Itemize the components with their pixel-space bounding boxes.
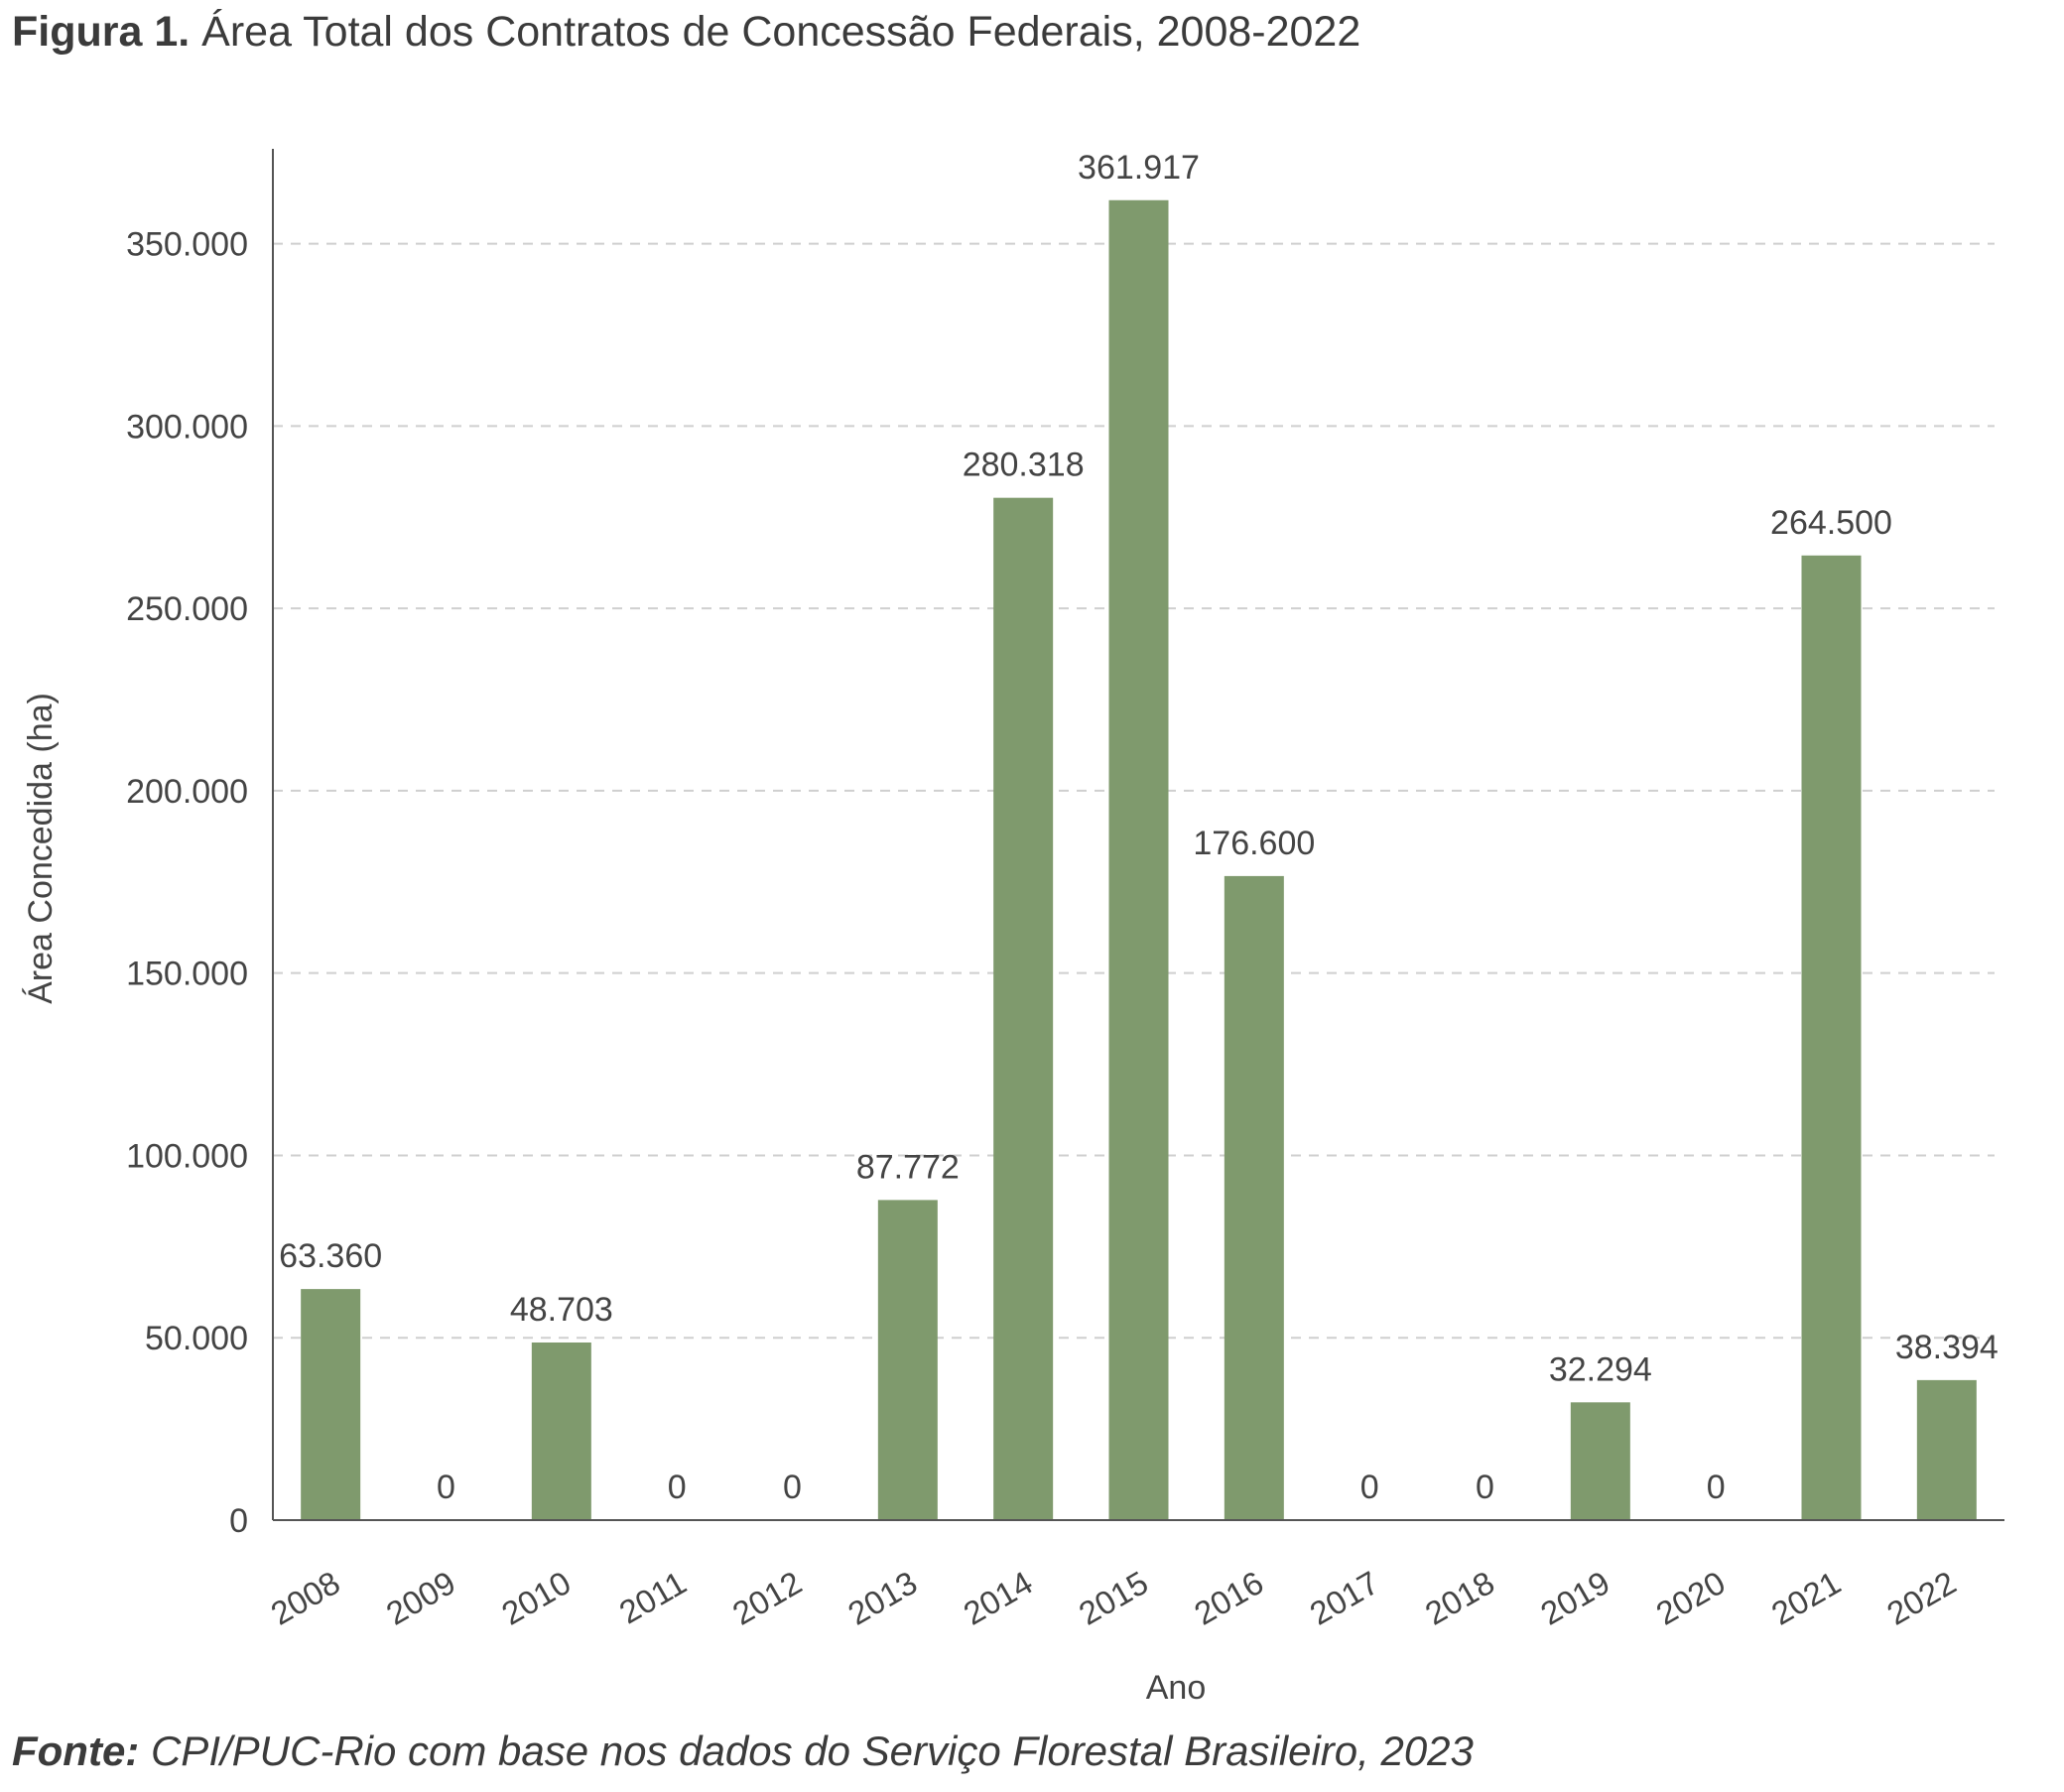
x-tick-label: 2009 <box>380 1564 461 1632</box>
bars <box>301 199 1977 1521</box>
y-tick-label: 50.000 <box>145 1320 248 1357</box>
x-tick-label: 2022 <box>1880 1564 1962 1632</box>
bar-value-label: 280.318 <box>963 447 1085 484</box>
source-note: Fonte: CPI/PUC-Rio com base nos dados do… <box>12 1725 1474 1778</box>
x-tick-label: 2019 <box>1534 1564 1615 1632</box>
bar-value-label: 38.394 <box>1895 1329 1999 1366</box>
bar <box>301 1289 361 1520</box>
bar-value-label: 48.703 <box>510 1291 613 1329</box>
x-tick-label: 2020 <box>1650 1564 1732 1632</box>
figure-title-text: Área Total dos Contratos de Concessão Fe… <box>201 8 1361 56</box>
bar <box>993 497 1054 1520</box>
x-tick-label: 2018 <box>1419 1564 1500 1632</box>
x-tick-label: 2008 <box>265 1564 346 1632</box>
source-label: Fonte: <box>12 1728 140 1774</box>
bar-value-label: 0 <box>783 1469 802 1506</box>
bar-value-label: 0 <box>437 1469 455 1506</box>
bar <box>1570 1402 1630 1520</box>
bar-value-label: 0 <box>1707 1469 1726 1506</box>
x-axis-title: Ano <box>1146 1669 1207 1707</box>
bar-value-label: 87.772 <box>856 1148 960 1186</box>
y-tick-label: 100.000 <box>126 1137 248 1175</box>
y-tick-label: 350.000 <box>126 226 248 264</box>
bar <box>1108 199 1169 1521</box>
y-tick-label: 0 <box>229 1502 248 1540</box>
axes <box>272 149 2004 1521</box>
y-tick-labels: 0 50.000 100.000 150.000 200.000 250.000 300.0… <box>126 226 248 1540</box>
figure-label: Figura 1. <box>12 8 191 56</box>
bar <box>1224 875 1284 1520</box>
x-tick-label: 2021 <box>1765 1564 1847 1632</box>
x-tick-label: 2012 <box>726 1564 808 1632</box>
bar-value-label: 32.294 <box>1549 1350 1652 1388</box>
bar-value-label: 0 <box>1476 1469 1494 1506</box>
x-tick-label: 2015 <box>1073 1564 1154 1632</box>
x-tick-labels: 2008 2009 2010 2011 2012 2013 2014 2015 2016 2017… <box>265 1564 1963 1632</box>
data-labels: 63.360 0 48.703 0 0 87.772 280.318 361.917 176.6… <box>279 149 1999 1506</box>
bar <box>1916 1379 1977 1520</box>
bar-value-label: 264.500 <box>1770 504 1892 542</box>
y-tick-label: 300.000 <box>126 408 248 446</box>
x-tick-label: 2013 <box>841 1564 923 1632</box>
y-tick-label: 200.000 <box>126 773 248 811</box>
source-text: CPI/PUC-Rio com base nos dados do Serviç… <box>150 1728 1474 1774</box>
figure-title: Figura 1. Área Total dos Contratos de Co… <box>12 4 1360 60</box>
bar-value-label: 0 <box>1360 1469 1379 1506</box>
bar <box>877 1200 938 1520</box>
bar-value-label: 63.360 <box>279 1237 382 1275</box>
bar-value-label: 361.917 <box>1078 149 1200 187</box>
bar-value-label: 176.600 <box>1193 825 1315 862</box>
x-tick-label: 2017 <box>1304 1564 1385 1632</box>
y-tick-label: 150.000 <box>126 956 248 993</box>
y-tick-label: 250.000 <box>126 590 248 628</box>
x-tick-label: 2010 <box>495 1564 577 1632</box>
y-axis-title: Área Concedida (ha) <box>22 693 60 1004</box>
bar-value-label: 0 <box>668 1469 687 1506</box>
bar <box>1801 555 1862 1520</box>
x-tick-label: 2016 <box>1188 1564 1269 1632</box>
x-tick-label: 2011 <box>613 1564 693 1631</box>
bar-chart: 0 50.000 100.000 150.000 200.000 250.000 300.0… <box>22 149 2004 1707</box>
bar <box>531 1342 591 1520</box>
x-tick-label: 2014 <box>958 1564 1039 1632</box>
